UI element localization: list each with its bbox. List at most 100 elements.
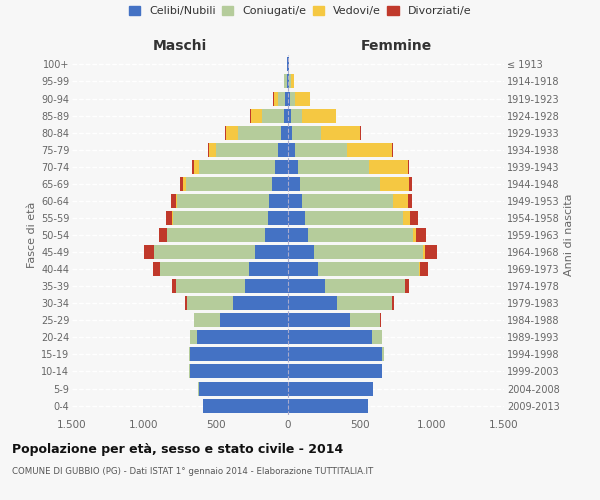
Bar bbox=[272, 177, 288, 191]
Bar bbox=[144, 245, 154, 259]
Bar bbox=[288, 330, 371, 344]
Bar bbox=[249, 262, 288, 276]
Bar bbox=[251, 108, 262, 122]
Bar bbox=[203, 398, 288, 412]
Bar bbox=[382, 348, 384, 362]
Bar bbox=[288, 348, 382, 362]
Bar bbox=[302, 108, 335, 122]
Text: Maschi: Maschi bbox=[153, 38, 207, 52]
Bar bbox=[176, 194, 177, 208]
Bar bbox=[314, 245, 424, 259]
Bar bbox=[233, 296, 288, 310]
Bar bbox=[226, 126, 238, 140]
Bar bbox=[318, 262, 419, 276]
Bar bbox=[288, 262, 318, 276]
Bar bbox=[199, 160, 275, 173]
Bar bbox=[393, 194, 407, 208]
Bar bbox=[299, 177, 380, 191]
Y-axis label: Anni di nascita: Anni di nascita bbox=[563, 194, 574, 276]
Bar bbox=[291, 108, 302, 122]
Text: COMUNE DI GUBBIO (PG) - Dati ISTAT 1° gennaio 2014 - Elaborazione TUTTITALIA.IT: COMUNE DI GUBBIO (PG) - Dati ISTAT 1° ge… bbox=[12, 468, 373, 476]
Bar bbox=[295, 92, 310, 106]
Bar bbox=[172, 279, 176, 293]
Bar bbox=[199, 382, 288, 396]
Bar bbox=[187, 296, 233, 310]
Bar bbox=[288, 279, 325, 293]
Bar bbox=[245, 279, 288, 293]
Bar bbox=[190, 348, 288, 362]
Bar bbox=[153, 262, 160, 276]
Bar bbox=[172, 211, 173, 225]
Bar bbox=[407, 160, 409, 173]
Legend: Celibi/Nubili, Coniugati/e, Vedovi/e, Divorziati/e: Celibi/Nubili, Coniugati/e, Vedovi/e, Di… bbox=[129, 6, 471, 16]
Bar bbox=[290, 92, 295, 106]
Y-axis label: Fasce di età: Fasce di età bbox=[26, 202, 37, 268]
Bar bbox=[295, 142, 347, 156]
Bar bbox=[154, 245, 255, 259]
Bar bbox=[392, 142, 393, 156]
Bar bbox=[403, 211, 410, 225]
Bar bbox=[288, 228, 308, 242]
Bar bbox=[419, 262, 420, 276]
Bar bbox=[292, 126, 321, 140]
Bar bbox=[298, 160, 368, 173]
Bar bbox=[368, 160, 407, 173]
Bar bbox=[288, 74, 289, 88]
Text: Femmine: Femmine bbox=[361, 38, 431, 52]
Bar bbox=[288, 364, 382, 378]
Bar bbox=[337, 296, 392, 310]
Bar bbox=[167, 228, 265, 242]
Bar bbox=[238, 126, 281, 140]
Bar bbox=[287, 74, 288, 88]
Bar bbox=[180, 177, 183, 191]
Bar bbox=[284, 108, 288, 122]
Bar bbox=[288, 126, 292, 140]
Bar bbox=[176, 279, 245, 293]
Bar bbox=[269, 194, 288, 208]
Bar bbox=[380, 314, 382, 328]
Bar bbox=[190, 330, 197, 344]
Bar bbox=[216, 142, 278, 156]
Bar bbox=[288, 314, 350, 328]
Bar bbox=[262, 108, 284, 122]
Bar bbox=[288, 211, 305, 225]
Bar bbox=[275, 160, 288, 173]
Bar bbox=[288, 177, 299, 191]
Bar bbox=[288, 398, 368, 412]
Bar bbox=[371, 330, 382, 344]
Bar bbox=[405, 279, 409, 293]
Bar bbox=[209, 142, 216, 156]
Bar bbox=[407, 194, 412, 208]
Bar bbox=[425, 245, 437, 259]
Bar bbox=[305, 211, 403, 225]
Bar bbox=[285, 92, 288, 106]
Bar bbox=[321, 126, 360, 140]
Bar bbox=[288, 296, 337, 310]
Bar bbox=[409, 177, 412, 191]
Bar bbox=[278, 142, 288, 156]
Bar bbox=[287, 58, 288, 71]
Bar bbox=[197, 330, 288, 344]
Bar bbox=[308, 228, 413, 242]
Bar bbox=[172, 194, 176, 208]
Bar bbox=[278, 92, 285, 106]
Bar bbox=[190, 364, 288, 378]
Bar bbox=[194, 314, 220, 328]
Bar bbox=[350, 314, 380, 328]
Bar bbox=[380, 177, 409, 191]
Bar bbox=[288, 92, 290, 106]
Bar bbox=[288, 382, 373, 396]
Bar bbox=[413, 228, 416, 242]
Bar bbox=[284, 74, 287, 88]
Bar bbox=[265, 228, 288, 242]
Bar bbox=[186, 177, 272, 191]
Bar bbox=[288, 142, 295, 156]
Bar bbox=[416, 228, 425, 242]
Bar bbox=[274, 92, 278, 106]
Bar bbox=[166, 211, 172, 225]
Bar bbox=[424, 245, 425, 259]
Bar bbox=[302, 194, 393, 208]
Bar bbox=[255, 245, 288, 259]
Bar bbox=[188, 348, 190, 362]
Bar bbox=[158, 228, 167, 242]
